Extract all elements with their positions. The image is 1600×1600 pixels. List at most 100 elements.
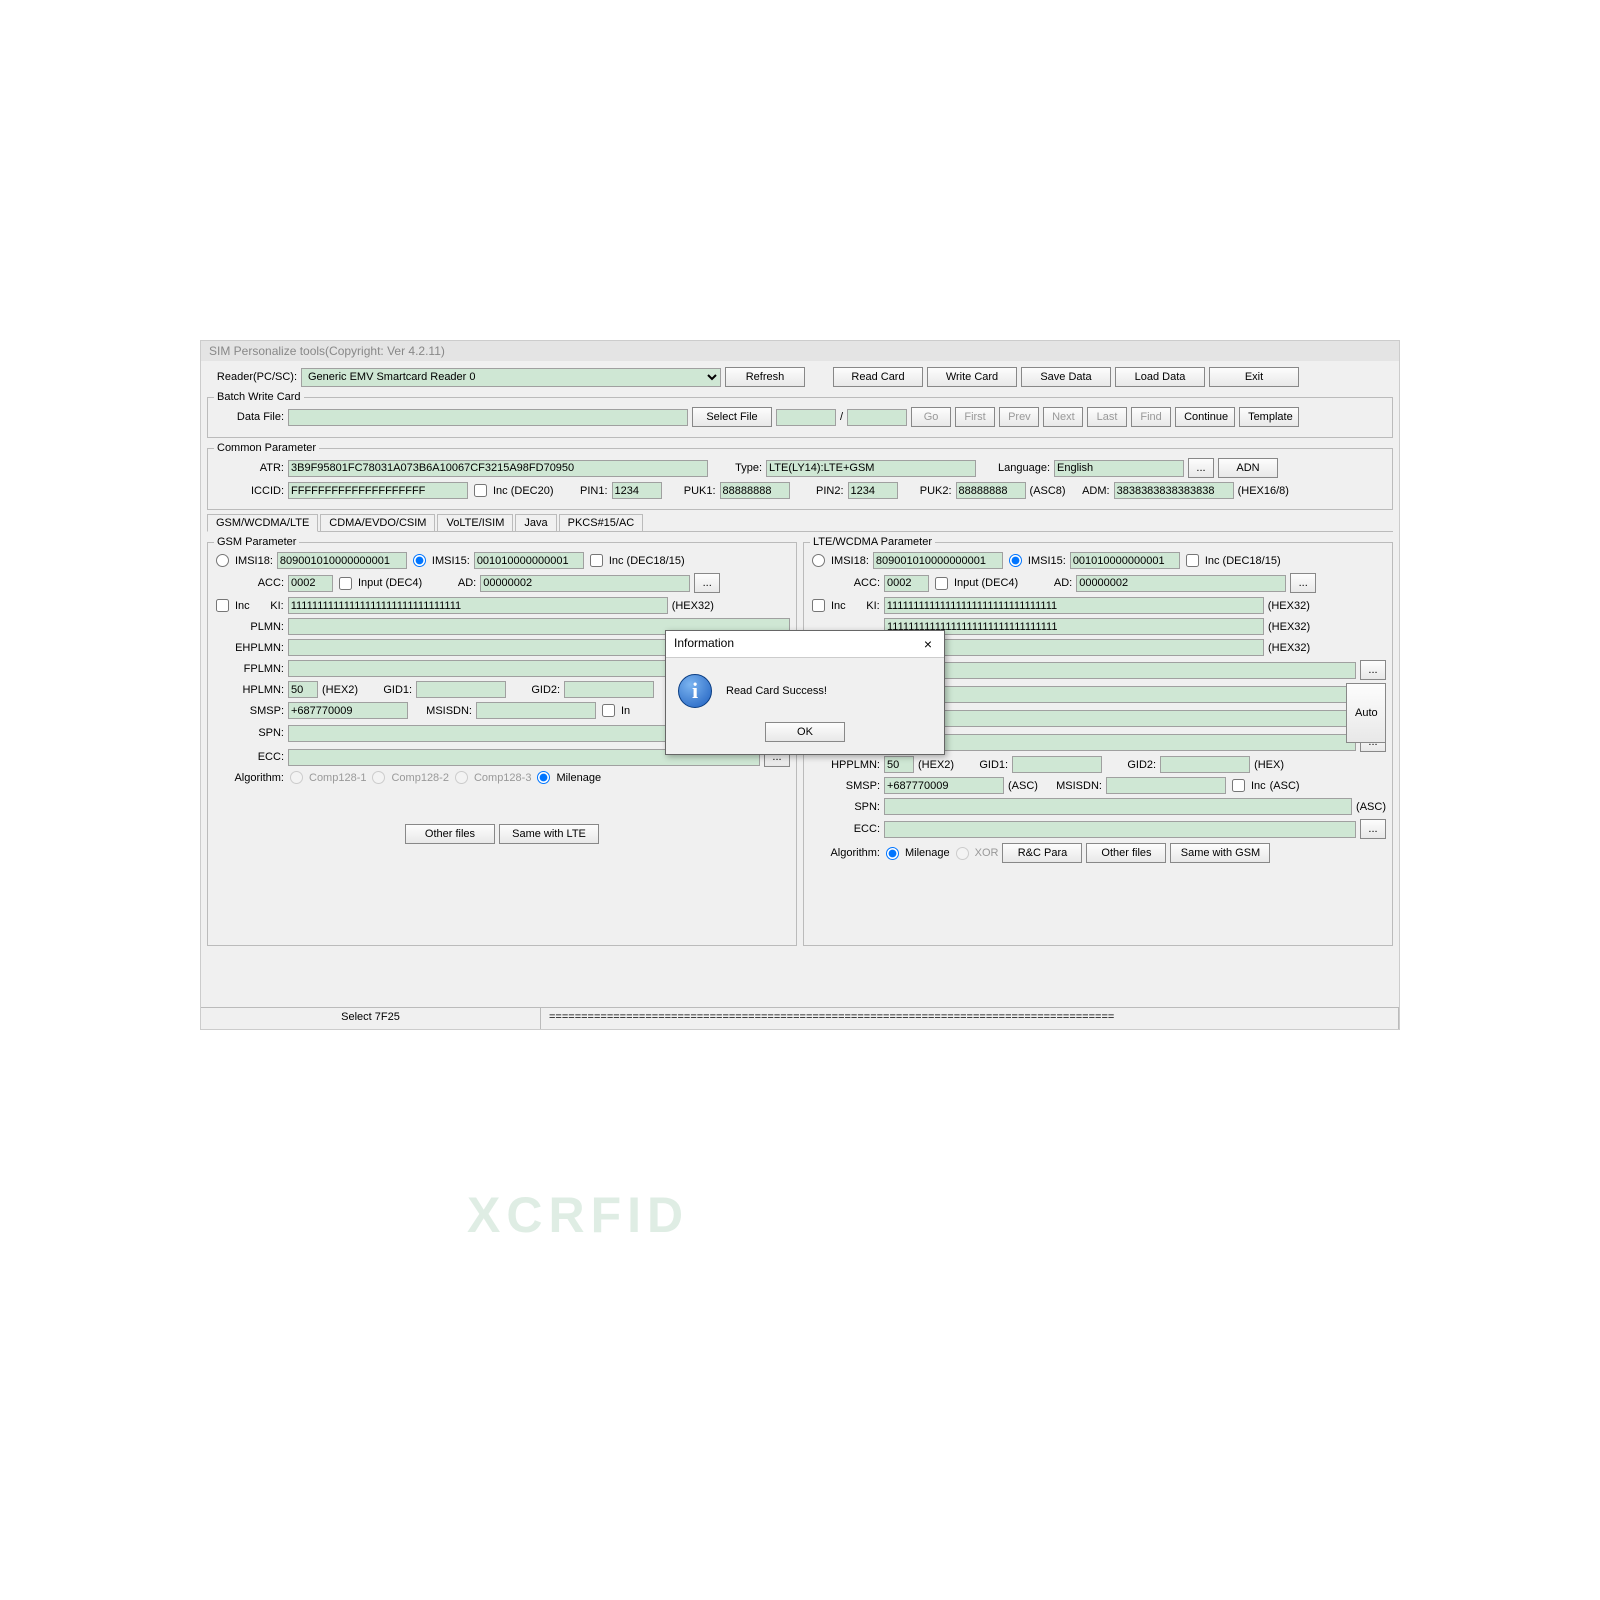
- inc-dec20-checkbox[interactable]: [474, 484, 487, 497]
- tab-pkcs[interactable]: PKCS#15/AC: [559, 514, 644, 531]
- type-input[interactable]: [766, 460, 976, 477]
- iccid-input[interactable]: [288, 482, 468, 499]
- lte-fplmn-input[interactable]: [884, 734, 1356, 751]
- refresh-button[interactable]: Refresh: [725, 367, 805, 387]
- puk1-input[interactable]: [720, 482, 790, 499]
- continue-button[interactable]: Continue: [1175, 407, 1235, 427]
- lte-ki-input[interactable]: [884, 597, 1264, 614]
- gsm-imsi15-radio[interactable]: [413, 554, 426, 567]
- gsm-milenage-radio[interactable]: [537, 771, 550, 784]
- language-more-button[interactable]: ...: [1188, 458, 1214, 478]
- lte-hex32c-label: (HEX32): [1268, 642, 1310, 654]
- lte-imsi15-radio[interactable]: [1009, 554, 1022, 567]
- lte-ecc-input[interactable]: [884, 821, 1356, 838]
- pin1-input[interactable]: [612, 482, 662, 499]
- lte-fld4-input[interactable]: [884, 662, 1356, 679]
- tab-volte[interactable]: VoLTE/ISIM: [437, 514, 513, 531]
- lte-fld4-more-button[interactable]: ...: [1360, 660, 1386, 680]
- gsm-inc-checkbox[interactable]: [590, 554, 603, 567]
- gsm-gid2-input[interactable]: [564, 681, 654, 698]
- gsm-gid1-input[interactable]: [416, 681, 506, 698]
- batch-from-input[interactable]: [776, 409, 836, 426]
- gsm-ad-more-button[interactable]: ...: [694, 573, 720, 593]
- gsm-acc-input[interactable]: [288, 575, 333, 592]
- lte-gid2-input[interactable]: [1160, 756, 1250, 773]
- find-button[interactable]: Find: [1131, 407, 1171, 427]
- gsm-imsi15-input[interactable]: [474, 552, 584, 569]
- tab-gsm-wcdma-lte[interactable]: GSM/WCDMA/LTE: [207, 514, 318, 532]
- lte-smsp-input[interactable]: [884, 777, 1004, 794]
- lte-same-gsm-button[interactable]: Same with GSM: [1170, 843, 1270, 863]
- puk2-input[interactable]: [956, 482, 1026, 499]
- lte-fld5-input[interactable]: [884, 686, 1356, 703]
- adn-button[interactable]: ADN: [1218, 458, 1278, 478]
- lte-hpplmn-input[interactable]: [884, 756, 914, 773]
- lte-input-dec4-checkbox[interactable]: [935, 577, 948, 590]
- lte-imsi18-radio[interactable]: [812, 554, 825, 567]
- lte-milenage-radio[interactable]: [886, 847, 899, 860]
- gsm-ad-input[interactable]: [480, 575, 690, 592]
- lte-legend: LTE/WCDMA Parameter: [810, 536, 935, 548]
- lte-msisdn-input[interactable]: [1106, 777, 1226, 794]
- lte-fld6-input[interactable]: [884, 710, 1356, 727]
- atr-input[interactable]: [288, 460, 708, 477]
- tab-java[interactable]: Java: [515, 514, 556, 531]
- gsm-algo-label: Algorithm:: [214, 772, 284, 784]
- gsm-input-dec4-label: Input (DEC4): [358, 577, 422, 589]
- lte-ad-input[interactable]: [1076, 575, 1286, 592]
- lte-other-files-button[interactable]: Other files: [1086, 843, 1166, 863]
- iccid-label: ICCID:: [214, 485, 284, 497]
- last-button[interactable]: Last: [1087, 407, 1127, 427]
- gsm-input-dec4-checkbox[interactable]: [339, 577, 352, 590]
- reader-label: Reader(PC/SC):: [207, 371, 297, 383]
- reader-select[interactable]: Generic EMV Smartcard Reader 0: [301, 368, 721, 387]
- first-button[interactable]: First: [955, 407, 995, 427]
- ok-button[interactable]: OK: [765, 722, 845, 742]
- lte-ecc-more-button[interactable]: ...: [1360, 819, 1386, 839]
- pin2-label: PIN2:: [794, 485, 844, 497]
- next-button[interactable]: Next: [1043, 407, 1083, 427]
- gsm-msisdn-input[interactable]: [476, 702, 596, 719]
- gsm-hplmn-input[interactable]: [288, 681, 318, 698]
- gsm-same-lte-button[interactable]: Same with LTE: [499, 824, 599, 844]
- template-button[interactable]: Template: [1239, 407, 1299, 427]
- adm-input[interactable]: [1114, 482, 1234, 499]
- lte-ad-more-button[interactable]: ...: [1290, 573, 1316, 593]
- gsm-imsi18-radio[interactable]: [216, 554, 229, 567]
- write-card-button[interactable]: Write Card: [927, 367, 1017, 387]
- pin2-input[interactable]: [848, 482, 898, 499]
- gsm-msisdn-inc-checkbox[interactable]: [602, 704, 615, 717]
- lte-asc1-label: (ASC): [1008, 780, 1038, 792]
- asc8-label: (ASC8): [1030, 485, 1066, 497]
- gsm-comp1-radio: [290, 771, 303, 784]
- gsm-other-files-button[interactable]: Other files: [405, 824, 495, 844]
- batch-to-input[interactable]: [847, 409, 907, 426]
- lte-acc-input[interactable]: [884, 575, 929, 592]
- go-button[interactable]: Go: [911, 407, 951, 427]
- prev-button[interactable]: Prev: [999, 407, 1039, 427]
- save-data-button[interactable]: Save Data: [1021, 367, 1111, 387]
- read-card-button[interactable]: Read Card: [833, 367, 923, 387]
- load-data-button[interactable]: Load Data: [1115, 367, 1205, 387]
- lte-imsi15-input[interactable]: [1070, 552, 1180, 569]
- tab-cdma[interactable]: CDMA/EVDO/CSIM: [320, 514, 435, 531]
- lte-imsi18-input[interactable]: [873, 552, 1003, 569]
- exit-button[interactable]: Exit: [1209, 367, 1299, 387]
- select-file-button[interactable]: Select File: [692, 407, 772, 427]
- gsm-ki-inc-checkbox[interactable]: [216, 599, 229, 612]
- lte-msisdn-inc-checkbox[interactable]: [1232, 779, 1245, 792]
- gsm-imsi18-input[interactable]: [277, 552, 407, 569]
- data-file-input[interactable]: [288, 409, 688, 426]
- lte-gid1-input[interactable]: [1012, 756, 1102, 773]
- gsm-smsp-input[interactable]: [288, 702, 408, 719]
- language-input[interactable]: [1054, 460, 1184, 477]
- gsm-ki-input[interactable]: [288, 597, 668, 614]
- lte-inc-checkbox[interactable]: [1186, 554, 1199, 567]
- close-icon[interactable]: ×: [920, 636, 936, 652]
- lte-rcpara-button[interactable]: R&C Para: [1002, 843, 1082, 863]
- lte-hex2-label: (HEX2): [918, 759, 954, 771]
- gsm-ecc-label: ECC:: [214, 751, 284, 763]
- lte-ki-inc-checkbox[interactable]: [812, 599, 825, 612]
- lte-spn-input[interactable]: [884, 798, 1352, 815]
- lte-auto-button[interactable]: Auto: [1346, 683, 1386, 743]
